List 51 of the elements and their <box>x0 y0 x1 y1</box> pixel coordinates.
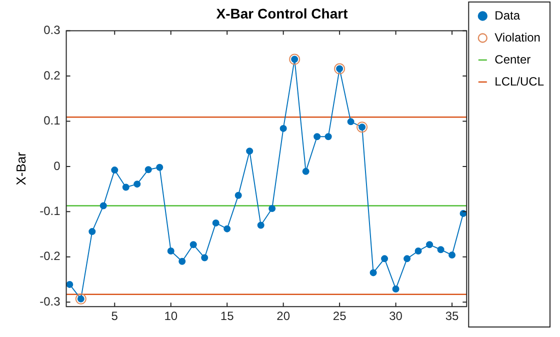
x-tick-label: 5 <box>111 309 118 324</box>
legend-label: Data <box>494 8 520 22</box>
y-tick-label: 0.3 <box>44 23 61 38</box>
point <box>190 241 197 248</box>
point <box>144 166 152 174</box>
point <box>414 247 422 254</box>
point <box>234 192 242 199</box>
point <box>88 228 96 236</box>
y-axis-title: X-Bar <box>13 151 28 186</box>
x-tick-label: 20 <box>276 309 290 324</box>
y-tick-label: 0 <box>54 158 61 173</box>
point <box>268 204 276 212</box>
point <box>122 184 130 191</box>
point <box>370 269 377 276</box>
y-tick-label: -0.2 <box>40 249 61 264</box>
point <box>66 280 74 288</box>
point <box>404 255 411 262</box>
point <box>212 219 220 226</box>
point <box>437 246 444 254</box>
point <box>426 241 434 248</box>
point <box>347 118 354 126</box>
point <box>178 258 186 265</box>
y-tick-label: -0.1 <box>40 204 61 218</box>
point <box>201 254 208 262</box>
y-tick-label: 0.2 <box>44 68 61 82</box>
point <box>448 252 456 259</box>
point <box>246 148 254 155</box>
x-tick-label: 30 <box>389 309 403 324</box>
point <box>324 133 332 140</box>
y-tick-label: 0.1 <box>44 114 61 128</box>
point <box>381 255 388 262</box>
point <box>257 222 264 229</box>
x-tick-label: 15 <box>220 309 234 324</box>
legend-label: LCL/UCL <box>494 74 544 88</box>
point <box>224 225 231 232</box>
x-tick-label: 25 <box>332 309 347 324</box>
x-tick-label: 10 <box>164 309 178 324</box>
legend-label: Center <box>494 52 531 66</box>
point <box>100 202 107 210</box>
point <box>302 168 310 175</box>
legend-label: Violation <box>494 30 540 44</box>
point <box>134 180 141 188</box>
point <box>167 247 174 254</box>
chart-title: X-Bar Control Chart <box>216 5 348 22</box>
point <box>280 124 287 132</box>
point <box>392 285 400 292</box>
x-tick-label: 35 <box>445 309 460 324</box>
point <box>314 133 321 140</box>
point <box>111 166 118 174</box>
y-tick-label: -0.3 <box>40 294 61 308</box>
point <box>156 164 164 171</box>
